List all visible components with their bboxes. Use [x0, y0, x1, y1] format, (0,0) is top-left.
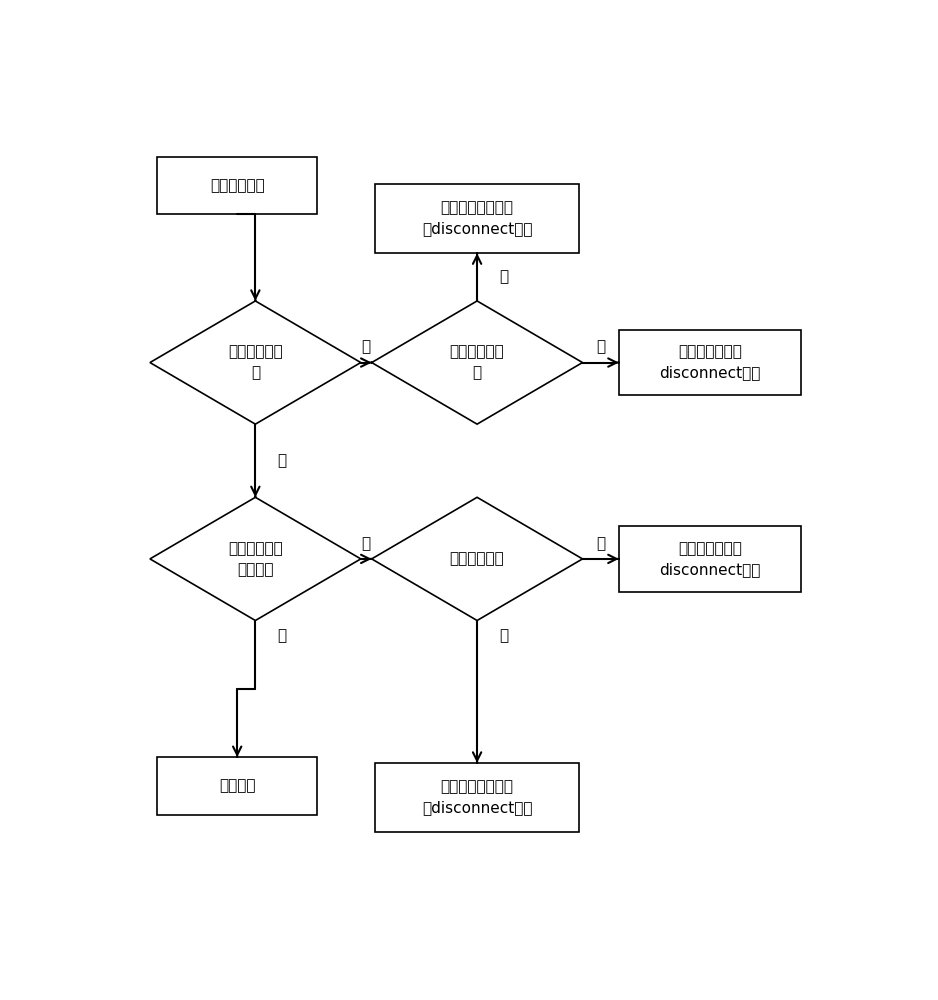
FancyBboxPatch shape: [375, 763, 579, 832]
Text: 翻转无效: 翻转无效: [219, 779, 255, 794]
Text: 否: 否: [278, 453, 286, 468]
FancyBboxPatch shape: [158, 157, 317, 214]
Text: 是否正面向上: 是否正面向上: [449, 551, 505, 566]
Polygon shape: [371, 497, 582, 620]
Text: 设备翻转后发送
disconnect命令: 设备翻转后发送 disconnect命令: [659, 541, 761, 577]
Text: 设备二次翻转后发
送disconnect命令: 设备二次翻转后发 送disconnect命令: [422, 780, 533, 816]
Text: 是: 是: [597, 536, 605, 551]
FancyBboxPatch shape: [158, 757, 317, 815]
Text: 用户是否手动
进行连接: 用户是否手动 进行连接: [228, 541, 282, 577]
Text: 是: 是: [597, 340, 605, 355]
Text: 是: 是: [362, 536, 371, 551]
Text: 是否为自动连
接: 是否为自动连 接: [228, 345, 282, 381]
Text: 是: 是: [362, 340, 371, 355]
FancyBboxPatch shape: [619, 330, 800, 395]
Text: 否: 否: [499, 270, 508, 285]
Polygon shape: [371, 301, 582, 424]
FancyBboxPatch shape: [619, 526, 800, 592]
FancyBboxPatch shape: [375, 184, 579, 253]
Text: 设备翻转后发送
disconnect命令: 设备翻转后发送 disconnect命令: [659, 345, 761, 381]
Text: 否: 否: [499, 628, 508, 643]
Text: 是否为正面向
上: 是否为正面向 上: [449, 345, 505, 381]
Polygon shape: [150, 301, 361, 424]
Text: 否: 否: [278, 628, 286, 643]
Polygon shape: [150, 497, 361, 620]
Text: 设备二次翻转后发
送disconnect命令: 设备二次翻转后发 送disconnect命令: [422, 201, 533, 237]
Text: 设备连接设置: 设备连接设置: [210, 178, 265, 193]
